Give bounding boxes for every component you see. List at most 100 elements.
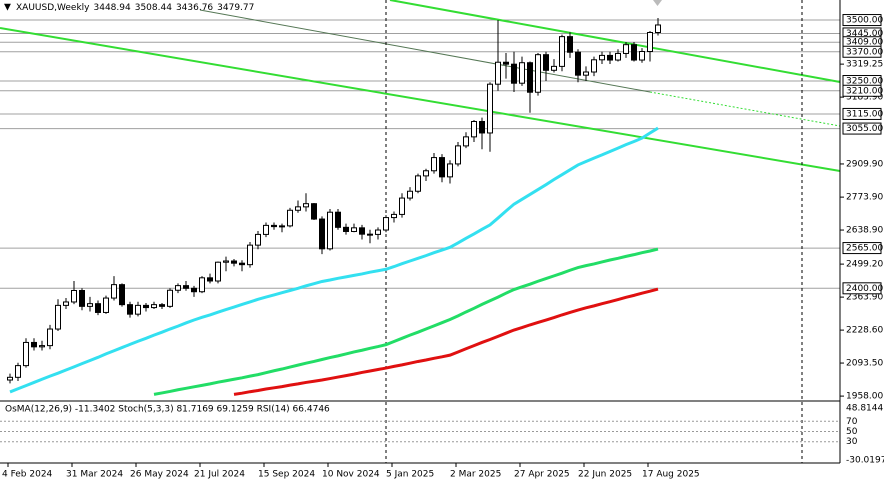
candle-body bbox=[527, 62, 533, 93]
y-tick-label: 2773.90 bbox=[846, 193, 883, 203]
candle-body bbox=[287, 209, 293, 227]
candle-body bbox=[391, 213, 397, 219]
candle-body bbox=[159, 304, 165, 307]
candle-body bbox=[647, 31, 653, 53]
candle-body bbox=[655, 24, 661, 33]
candle-body bbox=[327, 211, 333, 250]
indicator-title: OsMA(12,26,9) -11.3402 Stoch(5,3,3) 81.7… bbox=[5, 405, 330, 415]
level-box bbox=[842, 84, 882, 97]
indicator-level-label: 50 bbox=[846, 427, 858, 437]
candle-body bbox=[455, 145, 461, 165]
candle-body bbox=[423, 170, 429, 177]
candle-body bbox=[319, 218, 325, 250]
candle-body bbox=[439, 157, 445, 178]
candle-body bbox=[151, 304, 157, 309]
low-value: 3436.76 bbox=[176, 3, 213, 13]
candle-body bbox=[631, 44, 637, 61]
trend-line bbox=[199, 9, 651, 93]
level-box bbox=[842, 242, 882, 255]
candle-body bbox=[519, 62, 525, 84]
candle-body bbox=[63, 301, 69, 306]
level-label: 3115.00 bbox=[846, 109, 883, 119]
candle-body bbox=[415, 175, 421, 192]
candle-body bbox=[191, 287, 197, 293]
candle-body bbox=[559, 36, 565, 67]
x-tick-label: 31 Mar 2024 bbox=[66, 470, 123, 480]
candle-body bbox=[375, 229, 381, 235]
moving-average bbox=[233, 287, 659, 396]
candle-body bbox=[167, 289, 173, 307]
y-tick-label: 2228.60 bbox=[846, 326, 883, 336]
candle-body bbox=[495, 61, 501, 85]
level-label: 3409.00 bbox=[846, 38, 883, 48]
level-label: 3370.00 bbox=[846, 47, 883, 57]
candle-body bbox=[207, 277, 213, 282]
candle-body bbox=[591, 59, 597, 73]
candle-body bbox=[263, 224, 269, 235]
y-tick-label: 1958.00 bbox=[846, 392, 883, 402]
candle-body bbox=[7, 376, 13, 381]
candle-body bbox=[479, 120, 485, 134]
high-value: 3508.44 bbox=[135, 3, 172, 13]
candle-body bbox=[47, 328, 53, 347]
candle-body bbox=[39, 345, 45, 348]
level-label: 2400.00 bbox=[846, 284, 883, 294]
candle-body bbox=[543, 54, 549, 71]
candle-body bbox=[295, 206, 301, 211]
candle-body bbox=[15, 365, 21, 378]
y-tick-label: 2499.20 bbox=[846, 260, 883, 270]
candle-body bbox=[215, 261, 221, 282]
candle-body bbox=[175, 285, 181, 291]
candle-body bbox=[143, 304, 149, 309]
candle-body bbox=[183, 285, 189, 289]
candle-body bbox=[223, 260, 229, 263]
candle-body bbox=[55, 304, 61, 330]
candle-body bbox=[31, 341, 37, 348]
trend-line bbox=[389, 0, 841, 83]
candle-body bbox=[247, 244, 253, 266]
candle-body bbox=[199, 277, 205, 293]
y-tick-label: 3319.25 bbox=[846, 60, 883, 70]
level-box bbox=[842, 45, 882, 58]
candle-body bbox=[343, 226, 349, 232]
indicator-level-label: 30 bbox=[846, 437, 858, 447]
candle-body bbox=[511, 63, 517, 84]
candle-body bbox=[431, 157, 437, 172]
candle-body bbox=[359, 227, 365, 235]
candle-body bbox=[103, 297, 109, 313]
chart-title: XAUUSD,Weekly 3448.94 3508.44 3436.76 3479.7… bbox=[16, 3, 254, 13]
candle-body bbox=[119, 284, 125, 306]
level-layer bbox=[0, 19, 840, 289]
candle-body bbox=[567, 36, 573, 53]
open-value: 3448.94 bbox=[94, 3, 131, 13]
x-tick-label: 15 Sep 2024 bbox=[258, 470, 315, 480]
candle-body bbox=[367, 233, 373, 236]
level-box bbox=[842, 14, 882, 27]
candle-body bbox=[231, 260, 237, 264]
level-label: 3250.00 bbox=[846, 77, 883, 87]
x-tick-label: 2 Mar 2025 bbox=[450, 470, 501, 480]
candle-body bbox=[71, 290, 77, 303]
candle-body bbox=[551, 65, 557, 71]
x-tick-label: 5 Jan 2025 bbox=[386, 470, 434, 480]
y-tick-label: 2093.50 bbox=[846, 359, 883, 369]
candle-body bbox=[335, 211, 341, 228]
candle-body bbox=[111, 284, 117, 299]
x-tick-label: 21 Jul 2024 bbox=[194, 470, 245, 480]
x-tick-label: 22 Jun 2025 bbox=[578, 470, 632, 480]
x-tick-label: 26 May 2024 bbox=[130, 470, 189, 480]
candle-body bbox=[535, 54, 541, 93]
x-tick-label: 4 Feb 2024 bbox=[2, 470, 53, 480]
candle-body bbox=[623, 44, 629, 54]
level-box bbox=[842, 122, 882, 135]
y-tick-label: 2363.90 bbox=[846, 293, 883, 303]
candle-body bbox=[575, 51, 581, 76]
candle-body bbox=[487, 83, 493, 134]
candle-body bbox=[447, 163, 453, 178]
candle-body bbox=[503, 61, 509, 65]
candle-body bbox=[311, 203, 317, 220]
x-tick-label: 27 Apr 2025 bbox=[514, 470, 570, 480]
candle-body bbox=[271, 224, 277, 228]
